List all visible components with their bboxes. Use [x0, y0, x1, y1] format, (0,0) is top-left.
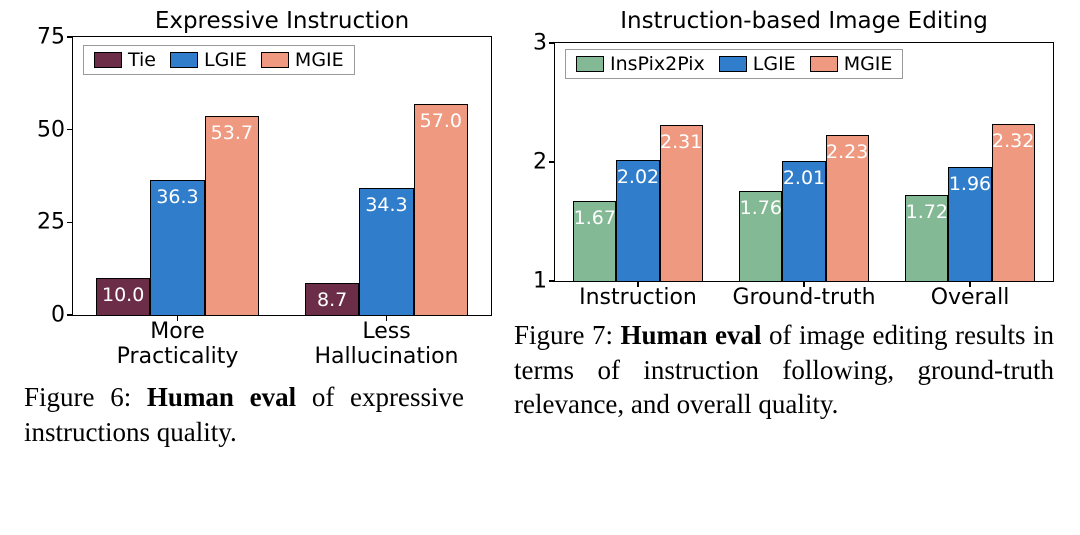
legend-swatch [94, 52, 122, 68]
figure6-chart-title: Expressive Instruction [72, 8, 492, 34]
legend-item: MGIE [261, 49, 344, 71]
legend-label: LGIE [204, 49, 247, 71]
legend-label: MGIE [295, 49, 344, 71]
y-tick [549, 42, 555, 44]
legend-swatch [170, 52, 198, 68]
legend-item: InsPix2Pix [576, 53, 705, 75]
legend-swatch [810, 56, 838, 72]
bar-value-label: 10.0 [102, 284, 144, 306]
bar: 1.67 [573, 201, 616, 281]
legend-label: InsPix2Pix [610, 53, 705, 75]
y-tick-label: 50 [37, 117, 65, 142]
x-tick-label: More Practicality [117, 319, 239, 369]
bar-value-label: 57.0 [420, 110, 462, 132]
bar: 2.23 [826, 135, 869, 281]
bar: 53.7 [205, 116, 259, 315]
legend: Tie LGIE MGIE [83, 45, 355, 75]
bar-value-label: 1.72 [906, 201, 948, 223]
bar: 2.31 [660, 125, 703, 281]
bar-value-label: 36.3 [156, 186, 198, 208]
bar: 34.3 [359, 188, 413, 315]
legend-item: Tie [94, 49, 156, 71]
figure6-chart: 0255075TieLGIEMGIEMore Practicality10.03… [72, 36, 492, 316]
bar: 36.3 [150, 180, 204, 315]
figure7-caption-bold: Human eval [621, 320, 762, 350]
y-tick [67, 222, 73, 224]
figure7-caption: Figure 7: Human eval of image editing re… [514, 318, 1054, 422]
bar: 10.0 [96, 278, 150, 315]
bar: 2.02 [616, 160, 659, 281]
bar-value-label: 1.76 [740, 197, 782, 219]
figure6-caption: Figure 6: Human eval of expressive instr… [24, 380, 464, 449]
bar-value-label: 2.32 [992, 130, 1034, 152]
bar-value-label: 53.7 [211, 122, 253, 144]
legend-label: MGIE [844, 53, 893, 75]
legend-label: LGIE [753, 53, 796, 75]
y-tick [549, 161, 555, 163]
bar: 1.96 [948, 167, 991, 281]
bar: 2.01 [782, 161, 825, 281]
y-tick-label: 0 [51, 303, 65, 328]
figure7-chart-title: Instruction-based Image Editing [554, 8, 1054, 34]
bar-value-label: 1.96 [949, 173, 991, 195]
y-tick-label: 75 [37, 25, 65, 50]
legend-swatch [261, 52, 289, 68]
bar: 8.7 [305, 283, 359, 315]
figure6-caption-bold: Human eval [147, 382, 296, 412]
y-tick [67, 36, 73, 38]
x-tick-label: Ground-truth [732, 285, 875, 310]
legend: InsPix2Pix LGIE MGIE [565, 49, 903, 79]
legend-label: Tie [128, 49, 156, 71]
legend-item: LGIE [170, 49, 247, 71]
y-tick-label: 25 [37, 210, 65, 235]
figure6-caption-prefix: Figure 6: [24, 382, 147, 412]
x-tick-label: Less Hallucination [315, 319, 459, 369]
bar: 57.0 [414, 104, 468, 315]
y-tick [67, 129, 73, 131]
bar-value-label: 2.23 [826, 141, 868, 163]
legend-swatch [719, 56, 747, 72]
bar: 1.72 [905, 195, 948, 281]
figure7-caption-prefix: Figure 7: [514, 320, 621, 350]
figure-pair: Expressive Instruction 0 25 50 75 Tie LGIE MGI… [0, 0, 1080, 535]
legend-item: MGIE [810, 53, 893, 75]
x-tick-label: Instruction [579, 285, 697, 310]
x-tick-label: Overall [931, 285, 1010, 310]
y-tick-label: 1 [533, 269, 547, 294]
y-tick [549, 280, 555, 282]
figure7-panel: Instruction-based Image Editing 1 2 3 InsPi… [514, 8, 1054, 527]
bar: 1.76 [739, 191, 782, 281]
bar-value-label: 1.67 [574, 207, 616, 229]
bar: 2.32 [992, 124, 1035, 281]
y-tick [67, 314, 73, 316]
y-tick-label: 2 [533, 150, 547, 175]
legend-item: LGIE [719, 53, 796, 75]
legend-swatch [576, 56, 604, 72]
bar-value-label: 34.3 [365, 194, 407, 216]
y-tick-label: 3 [533, 31, 547, 56]
bar-value-label: 2.01 [783, 167, 825, 189]
bar-value-label: 2.31 [660, 131, 702, 153]
figure6-panel: Expressive Instruction 0 25 50 75 Tie LGIE MGI… [24, 8, 494, 527]
figure7-chart: 123InsPix2PixLGIEMGIEInstruction1.672.02… [554, 42, 1054, 282]
bar-value-label: 2.02 [617, 166, 659, 188]
bar-value-label: 8.7 [317, 289, 347, 311]
